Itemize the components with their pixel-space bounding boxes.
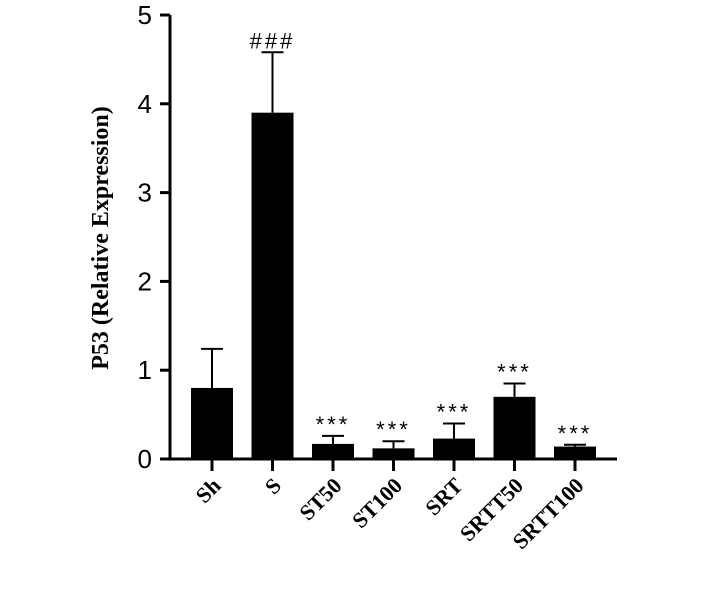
y-tick-label: 3 [138, 178, 152, 208]
x-axis [170, 457, 617, 471]
significance-label: *** [558, 421, 593, 446]
bar [312, 443, 354, 459]
y-tick-label: 2 [138, 266, 152, 296]
y-tick-label: 0 [138, 444, 152, 474]
y-axis: 0 1 2 3 4 5 [138, 0, 172, 474]
category-label: S [260, 473, 286, 499]
bars: ### *** *** *** *** *** [191, 28, 596, 460]
significance-label: *** [437, 399, 472, 424]
bar [251, 112, 294, 460]
bar [493, 396, 536, 459]
y-tick-label: 1 [138, 355, 152, 385]
significance-label: *** [497, 360, 532, 385]
significance-label: *** [376, 417, 411, 442]
significance-label: ### [250, 28, 296, 53]
bar [191, 387, 233, 459]
y-tick-label: 5 [138, 0, 152, 30]
y-axis-title: P53 (Relative Expression) [88, 106, 114, 370]
bar [433, 438, 475, 459]
significance-label: *** [316, 412, 351, 437]
category-label: ST100 [347, 473, 407, 533]
bar [372, 448, 415, 459]
bar [554, 446, 596, 459]
y-tick-label: 4 [138, 89, 152, 119]
category-label: SRT [420, 473, 468, 521]
category-label: Sh [191, 473, 226, 508]
category-label: ST50 [294, 473, 346, 525]
